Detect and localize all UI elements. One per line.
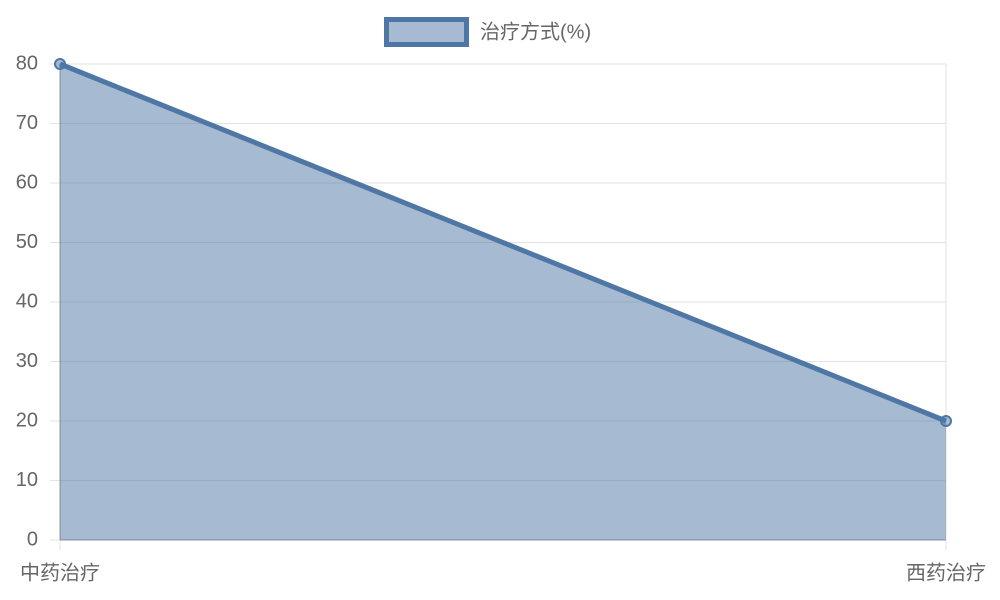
point <box>940 415 952 427</box>
x-tick-label: 中药治疗 <box>20 561 100 584</box>
legend-swatch[interactable] <box>384 17 469 47</box>
x-tick-label: 西药治疗 <box>906 561 986 584</box>
y-tick-label: 70 <box>16 112 38 134</box>
point <box>54 58 66 70</box>
area <box>60 64 946 540</box>
y-tick-label: 40 <box>16 290 38 312</box>
y-tick-label: 20 <box>16 409 38 431</box>
legend-label[interactable]: 治疗方式(%) <box>480 20 591 43</box>
y-tick-label: 10 <box>16 469 38 491</box>
y-tick-label: 0 <box>27 528 38 550</box>
line <box>59 61 947 424</box>
y-tick-label: 60 <box>16 171 38 193</box>
y-tick-label: 50 <box>16 231 38 253</box>
y-tick-label: 30 <box>16 350 38 372</box>
y-tick-label: 80 <box>16 52 38 74</box>
